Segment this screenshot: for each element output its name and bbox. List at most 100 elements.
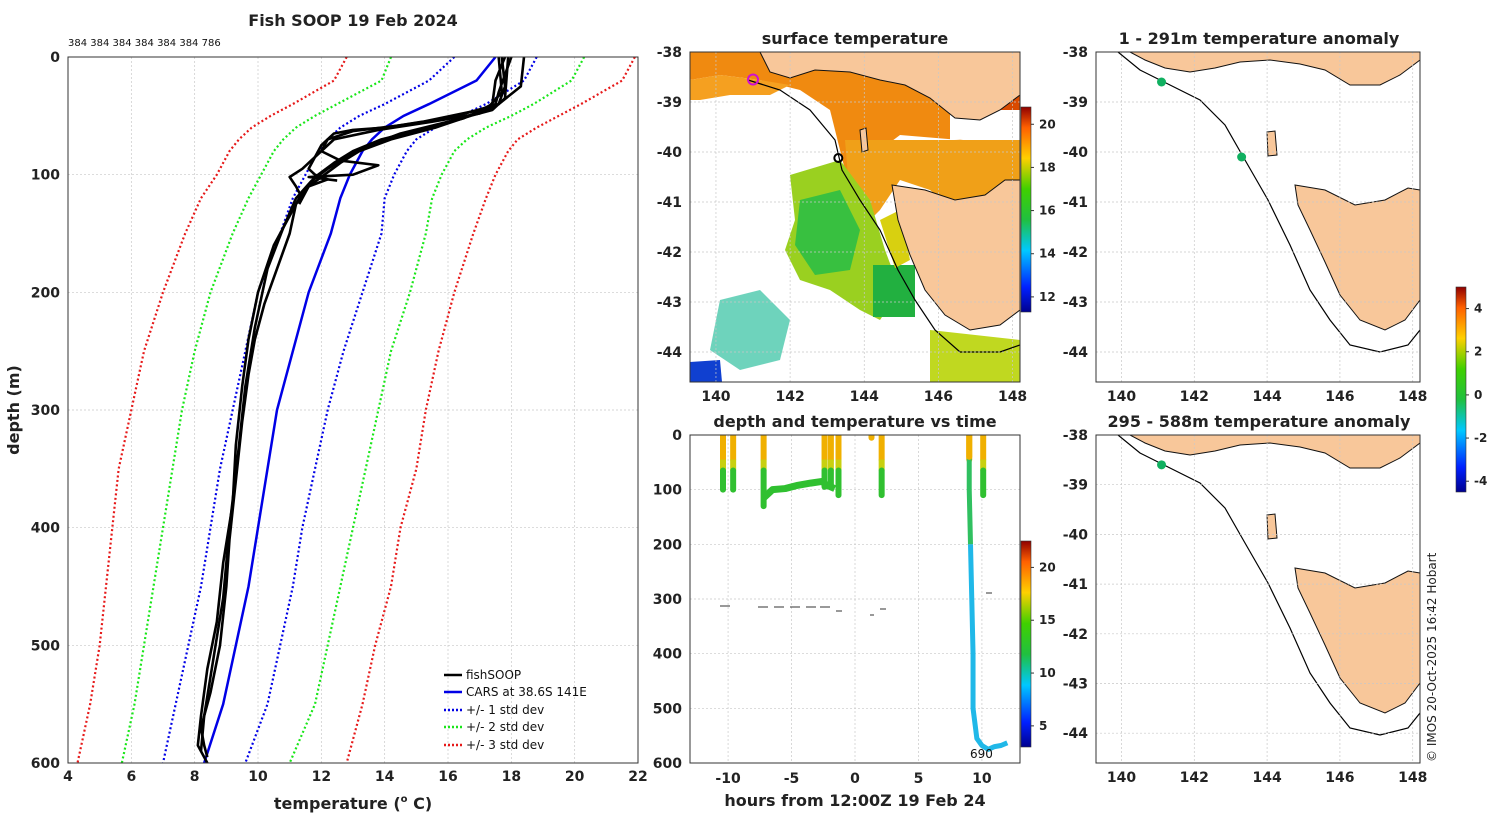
- anomaly-1-lat-tick-label: -41: [1063, 195, 1088, 211]
- anomaly-1-grid: [1096, 51, 1420, 382]
- sst-land-victoria: [759, 52, 1020, 121]
- profile-line-std2: [120, 57, 393, 763]
- sst-warm-west: [690, 75, 790, 100]
- anomaly-1-lon-tick-label: 140: [1107, 389, 1136, 405]
- sst-green-patch: [795, 190, 860, 275]
- profile-panel: Fish SOOP 19 Feb 2024 384 384 384 384 38…: [4, 11, 648, 813]
- anomaly-2-grid: [1096, 434, 1420, 763]
- sst-land-tasmania: [891, 179, 1020, 331]
- anomaly-1-lat-tick-label: -44: [1063, 345, 1089, 361]
- anomaly-1-lon-tick-label: 142: [1180, 389, 1209, 405]
- anomaly-1-lon-tick-label: 148: [1398, 389, 1427, 405]
- anomaly-2-lon-tick-label: 146: [1325, 770, 1354, 786]
- profile-x-tick-label: 4: [63, 769, 73, 785]
- time-y-tick-label: 100: [653, 483, 682, 499]
- profile-line-fishsoop: [199, 57, 510, 752]
- sst-lat-tick-label: -44: [657, 345, 683, 361]
- profile-line-std3: [345, 57, 636, 763]
- anomaly-1-point: [1157, 77, 1167, 87]
- anomaly-1-lat-tick-label: -42: [1063, 245, 1088, 261]
- time-x-tick-label: 5: [914, 771, 924, 787]
- anomaly-2-lat-tick-label: -43: [1063, 676, 1088, 692]
- profile-line-cars: [202, 57, 497, 763]
- time-dashes: [720, 592, 992, 616]
- sst-vessel-marker-1: [747, 73, 760, 86]
- time-tow-line: [761, 477, 837, 501]
- anomaly-1-lat-tick-label: -39: [1063, 95, 1088, 111]
- time-panel: depth and temperature vs time -10 -5 0 5 100…: [653, 412, 1056, 810]
- anomaly-2-lat-tick-label: -39: [1063, 478, 1088, 494]
- time-series: [720, 435, 1009, 752]
- anomaly-colorbar-tick-label: 2: [1474, 345, 1482, 359]
- anomaly-2-point: [1157, 460, 1167, 470]
- anomaly-panel-2: 295 - 588m temperature anomaly 140 142 144…: [1063, 412, 1428, 786]
- profile-counts-label: 384 384 384 384 384 384 786: [68, 38, 221, 49]
- sst-lat-tick-label: -38: [657, 45, 682, 61]
- profile-x-tick-label: 6: [126, 769, 136, 785]
- anomaly-1-land-victoria: [1129, 52, 1420, 86]
- profile-y-label: depth (m): [4, 365, 23, 455]
- profile-y-tick-label: 500: [31, 638, 60, 654]
- anomaly-2-lat-tick-label: -41: [1063, 577, 1088, 593]
- sst-lat-tick-label: -40: [657, 145, 683, 161]
- anomaly-colorbar-tick-label: -2: [1474, 431, 1487, 445]
- profile-y-tick-label: 100: [31, 168, 60, 184]
- anomaly-1-land-king-island: [1266, 130, 1278, 157]
- sst-lon-tick-label: 146: [924, 389, 953, 405]
- profile-x-tick-label: 18: [502, 769, 521, 785]
- legend-label-fishsoop: fishSOOP: [466, 668, 521, 682]
- legend-label-std3: +/- 3 std dev: [466, 738, 544, 752]
- anomaly-2-title: 295 - 588m temperature anomaly: [1108, 412, 1411, 431]
- credit-text: © IMOS 20-Oct-2025 16:42 Hobart: [1425, 552, 1439, 762]
- sst-lon-tick-label: 144: [850, 389, 879, 405]
- anomaly-1-ticks: 140 142 144 146 148 -38 -39 -40 -41 -42 -43 -44: [1063, 45, 1428, 405]
- anomaly-panel-1: 1 - 291m temperature anomaly 140 142 144 14…: [1063, 29, 1428, 405]
- time-x-tick-label: 0: [850, 771, 860, 787]
- time-x-tick-label: -10: [715, 771, 741, 787]
- anomaly-1-lat-tick-label: -43: [1063, 295, 1088, 311]
- anomaly-colorbar-tick-label: 0: [1474, 388, 1482, 402]
- profile-x-tick-label: 16: [438, 769, 457, 785]
- sst-panel: surface temperature: [657, 29, 1056, 405]
- anomaly-2-lat-tick-label: -42: [1063, 627, 1088, 643]
- profile-x-tick-label: 8: [190, 769, 200, 785]
- sst-lon-tick-label: 142: [775, 389, 804, 405]
- sst-colorbar-tick-label: 14: [1039, 247, 1056, 261]
- time-title: depth and temperature vs time: [713, 412, 996, 431]
- time-colorbar: [1020, 540, 1032, 748]
- time-colorbar-ticks: 5 10 15 20: [1031, 560, 1056, 733]
- anomaly-2-lat-tick-label: -44: [1063, 726, 1089, 742]
- anomaly-colorbar-tick-label: -4: [1474, 474, 1487, 488]
- sst-colorbar-ticks: 12 14 16 18 20: [1031, 117, 1056, 304]
- sst-lon-tick-label: 140: [701, 389, 730, 405]
- profile-title: Fish SOOP 19 Feb 2024: [248, 11, 457, 30]
- time-colorbar-tick-label: 20: [1039, 560, 1056, 574]
- anomaly-1-point: [1237, 152, 1247, 162]
- time-x-tick-label: 10: [972, 771, 992, 787]
- anomaly-2-lat-tick-label: -38: [1063, 428, 1088, 444]
- anomaly-2-lon-tick-label: 148: [1398, 770, 1427, 786]
- sst-colorbar-tick-label: 16: [1039, 204, 1056, 218]
- time-frame: [689, 434, 1021, 764]
- profile-x-tick-label: 14: [375, 769, 395, 785]
- anomaly-1-shelf-line: [1117, 52, 1420, 353]
- sst-vessel-marker-2: [833, 153, 844, 163]
- profile-line-std2: [288, 57, 586, 763]
- sst-frame: [689, 51, 1021, 383]
- profile-y-tick-label: 200: [31, 285, 60, 301]
- anomaly-2-land-king-island: [1266, 513, 1278, 540]
- sst-colorbar-tick-label: 12: [1039, 290, 1056, 304]
- profile-frame: [67, 56, 639, 764]
- time-y-tick-label: 200: [653, 537, 682, 553]
- sst-south-scatter: [710, 290, 790, 370]
- anomaly-1-lat-tick-label: -40: [1063, 145, 1089, 161]
- anomaly-colorbar-ticks: 4 2 0 -2 -4: [1466, 302, 1487, 488]
- anomaly-2-land-tasmania: [1294, 567, 1420, 714]
- sst-lon-tick-label: 148: [998, 389, 1027, 405]
- time-deep-lower: [968, 544, 1009, 752]
- time-y-tick-label: 400: [653, 647, 682, 663]
- anomaly-2-ticks: 140 142 144 146 148 -38 -39 -40 -41 -42 -43 -44: [1063, 428, 1428, 786]
- sst-title: surface temperature: [762, 29, 949, 48]
- profile-series: [76, 57, 636, 763]
